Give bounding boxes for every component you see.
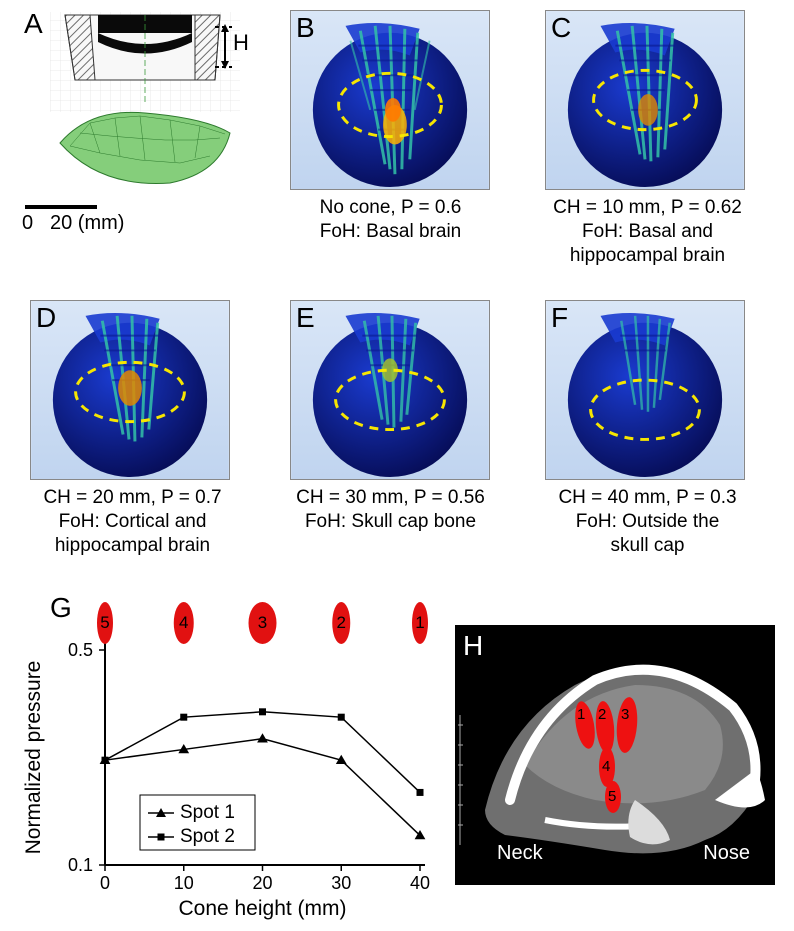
panel-label-d: D <box>36 302 56 334</box>
panel-a-svg <box>20 10 250 200</box>
svg-text:30: 30 <box>331 873 351 893</box>
svg-text:Spot 2: Spot 2 <box>180 826 235 847</box>
panel-label-a: A <box>24 8 43 40</box>
scale-bar <box>25 205 97 209</box>
svg-text:40: 40 <box>410 873 430 893</box>
svg-text:4: 4 <box>179 613 188 632</box>
panel-g: G 0 10 20 30 40 0.1 0.5 Cone height (mm) Normali… <box>20 590 440 920</box>
sim-c-svg <box>545 10 745 190</box>
panel-h: H 1 2 3 4 5 Neck Nose <box>455 625 775 885</box>
svg-text:0: 0 <box>100 873 110 893</box>
panel-f: F <box>545 300 745 480</box>
svg-text:Cone height (mm): Cone height (mm) <box>178 897 346 920</box>
panel-label-h: H <box>463 630 483 662</box>
svg-text:0.1: 0.1 <box>68 855 93 875</box>
sim-d-svg <box>30 300 230 480</box>
svg-text:5: 5 <box>100 613 109 632</box>
svg-text:Normalized pressure: Normalized pressure <box>22 661 45 855</box>
panel-label-b: B <box>296 12 315 44</box>
sim-e-svg <box>290 300 490 480</box>
panel-c: C <box>545 10 745 190</box>
panel-a-h-label: H <box>233 30 249 56</box>
panel-label-e: E <box>296 302 315 334</box>
svg-text:3: 3 <box>258 613 267 632</box>
panel-label-f: F <box>551 302 568 334</box>
svg-text:5: 5 <box>608 788 616 805</box>
nose-label: Nose <box>703 842 750 865</box>
svg-text:4: 4 <box>602 758 610 775</box>
chart-g-svg: 0 10 20 30 40 0.1 0.5 Cone height (mm) Normalize… <box>20 590 440 920</box>
caption-c: CH = 10 mm, P = 0.62 FoH: Basal and hipp… <box>530 196 765 267</box>
panel-label-c: C <box>551 12 571 44</box>
svg-text:Spot 1: Spot 1 <box>180 802 235 823</box>
neck-label: Neck <box>497 842 543 865</box>
panel-e: E <box>290 300 490 480</box>
svg-text:2: 2 <box>337 613 346 632</box>
svg-text:20: 20 <box>252 873 272 893</box>
sim-b-svg <box>290 10 490 190</box>
svg-text:1: 1 <box>577 706 585 723</box>
svg-text:2: 2 <box>598 706 606 723</box>
panel-b: B <box>290 10 490 190</box>
panel-label-g: G <box>50 592 72 624</box>
svg-text:0.5: 0.5 <box>68 640 93 660</box>
svg-text:1: 1 <box>415 613 424 632</box>
caption-d: CH = 20 mm, P = 0.7 FoH: Cortical and hi… <box>20 486 245 557</box>
sim-f-svg <box>545 300 745 480</box>
scale-text-0: 0 <box>22 212 33 235</box>
caption-b: No cone, P = 0.6 FoH: Basal brain <box>288 196 493 244</box>
svg-text:3: 3 <box>621 706 629 723</box>
caption-f: CH = 40 mm, P = 0.3 FoH: Outside the sku… <box>535 486 760 557</box>
svg-text:10: 10 <box>174 873 194 893</box>
caption-e: CH = 30 mm, P = 0.56 FoH: Skull cap bone <box>278 486 503 534</box>
scale-text-20: 20 (mm) <box>50 212 124 235</box>
panel-d: D <box>30 300 230 480</box>
panel-a: A <box>20 10 250 220</box>
